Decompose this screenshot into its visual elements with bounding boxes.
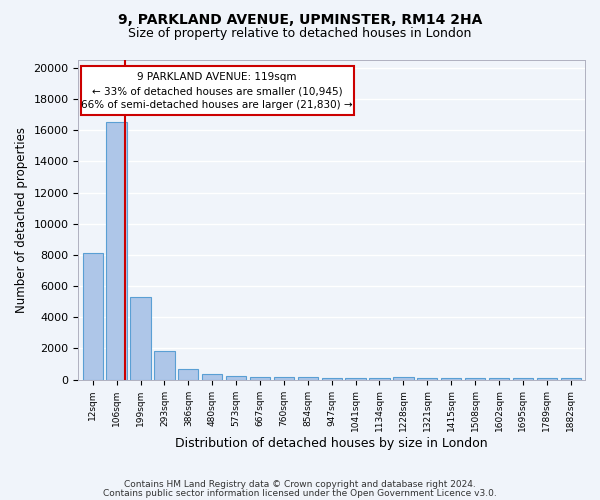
Y-axis label: Number of detached properties: Number of detached properties — [15, 127, 28, 313]
Bar — [560, 378, 581, 380]
Bar — [202, 374, 223, 380]
Text: Size of property relative to detached houses in London: Size of property relative to detached ho… — [128, 28, 472, 40]
Bar — [536, 378, 557, 380]
Bar — [274, 378, 294, 380]
Bar — [298, 378, 318, 380]
Bar — [441, 378, 461, 380]
Text: 9 PARKLAND AVENUE: 119sqm: 9 PARKLAND AVENUE: 119sqm — [137, 72, 297, 82]
Text: Contains HM Land Registry data © Crown copyright and database right 2024.: Contains HM Land Registry data © Crown c… — [124, 480, 476, 489]
Bar — [130, 297, 151, 380]
Bar — [154, 351, 175, 380]
X-axis label: Distribution of detached houses by size in London: Distribution of detached houses by size … — [175, 437, 488, 450]
Bar — [346, 378, 366, 380]
Text: ← 33% of detached houses are smaller (10,945): ← 33% of detached houses are smaller (10… — [92, 86, 343, 96]
Bar — [393, 378, 413, 380]
Bar — [178, 370, 199, 380]
Bar — [250, 377, 270, 380]
Bar — [489, 378, 509, 380]
Bar — [226, 376, 246, 380]
Text: Contains public sector information licensed under the Open Government Licence v3: Contains public sector information licen… — [103, 488, 497, 498]
Bar — [106, 122, 127, 380]
Text: 9, PARKLAND AVENUE, UPMINSTER, RM14 2HA: 9, PARKLAND AVENUE, UPMINSTER, RM14 2HA — [118, 12, 482, 26]
Bar — [417, 378, 437, 380]
Bar — [322, 378, 342, 380]
FancyBboxPatch shape — [81, 66, 353, 114]
Bar — [370, 378, 389, 380]
Bar — [513, 378, 533, 380]
Bar — [465, 378, 485, 380]
Bar — [83, 254, 103, 380]
Text: 66% of semi-detached houses are larger (21,830) →: 66% of semi-detached houses are larger (… — [82, 100, 353, 110]
